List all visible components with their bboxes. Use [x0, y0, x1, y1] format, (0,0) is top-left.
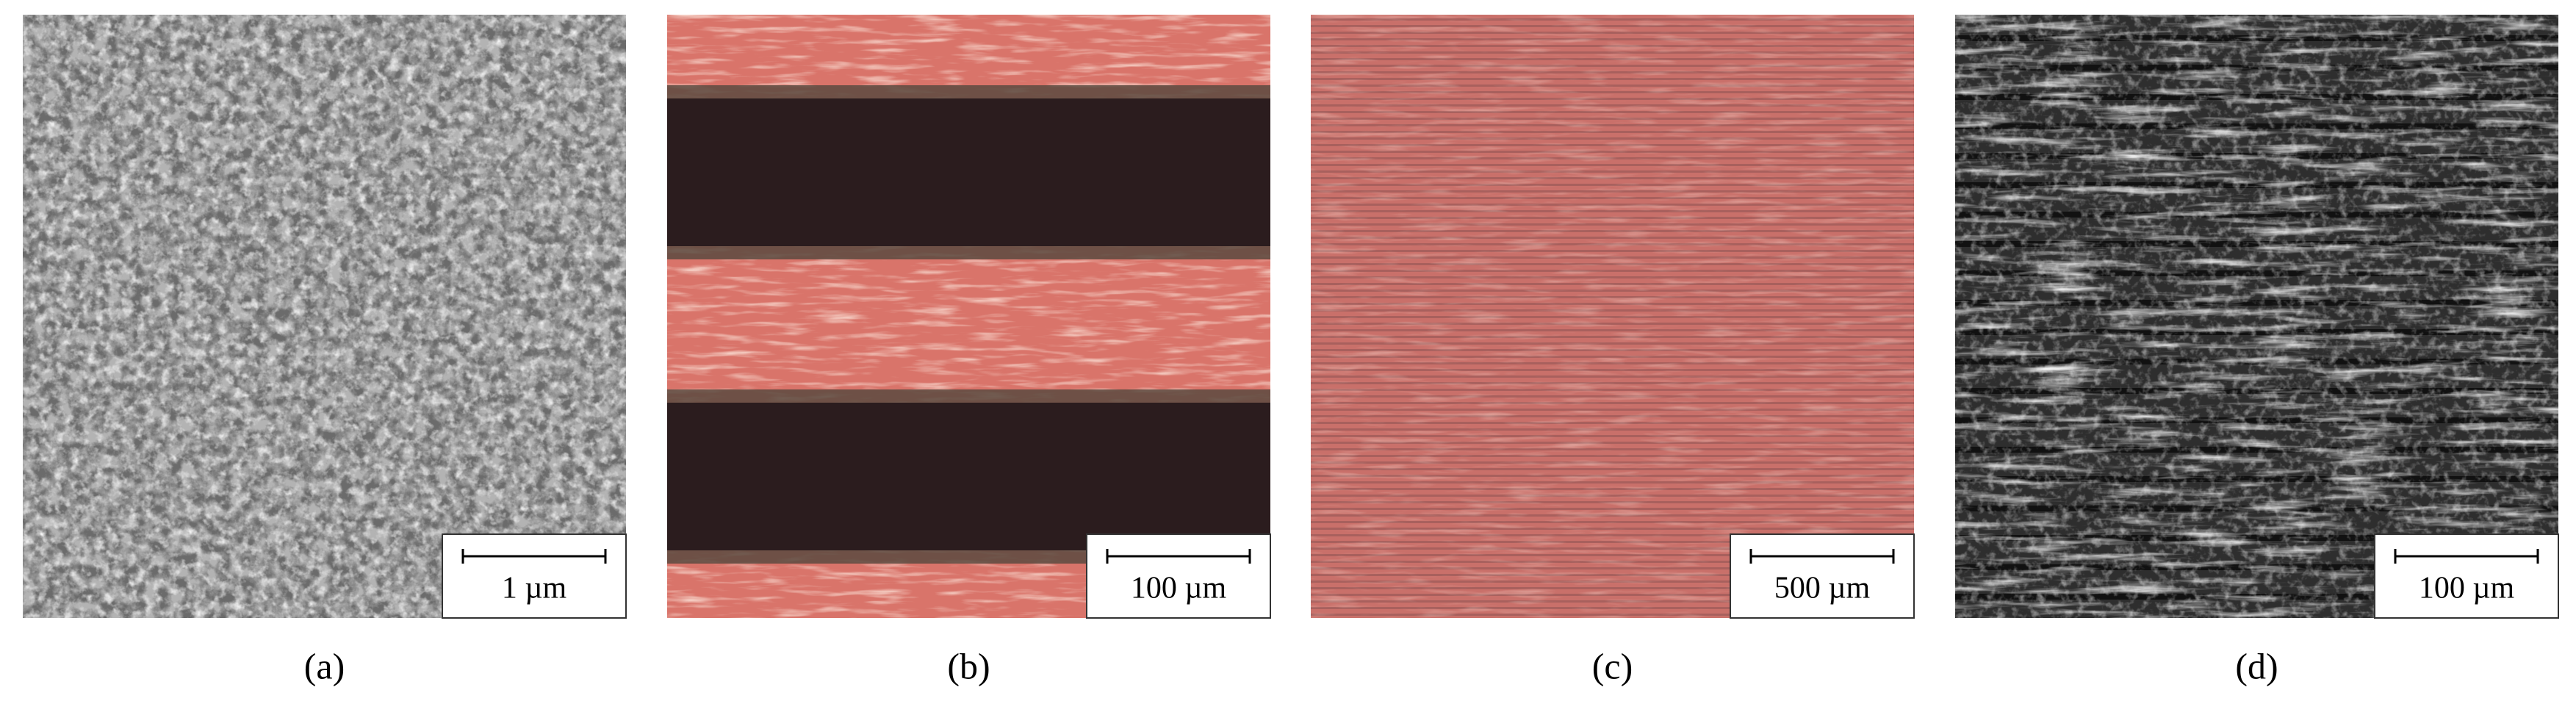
- scale-bar-box: [442, 533, 627, 619]
- panel: 100 µm: [667, 15, 1271, 619]
- texture-grain: [1955, 15, 2558, 618]
- dark-band: [667, 98, 1270, 246]
- scale-bar-label: 1 µm: [502, 572, 567, 605]
- scale-bar-label: 100 µm: [1131, 572, 1227, 605]
- scale-bar-box: [1730, 533, 1915, 619]
- panel: 100 µm: [1955, 15, 2559, 619]
- panel-caption: (d): [2235, 645, 2278, 686]
- micrograph: [1955, 15, 2558, 618]
- panel: 500 µm: [1311, 15, 1915, 619]
- scale-bar-label: 500 µm: [1774, 572, 1871, 605]
- panel: 1 µm: [23, 15, 627, 619]
- scale-bar-box: [1086, 533, 1271, 619]
- scale-bar-box: [2374, 533, 2559, 619]
- micrograph: [667, 15, 1270, 618]
- scale-bar-label: 100 µm: [2419, 572, 2515, 605]
- texture-noise: [1311, 15, 1914, 618]
- panel-caption: (b): [947, 645, 990, 686]
- micrograph: [23, 15, 626, 618]
- dark-band: [667, 403, 1270, 550]
- texture-light: [23, 15, 626, 618]
- micrograph: [1311, 15, 1914, 618]
- panel-caption: (a): [304, 645, 345, 686]
- panel-caption: (c): [1592, 645, 1633, 686]
